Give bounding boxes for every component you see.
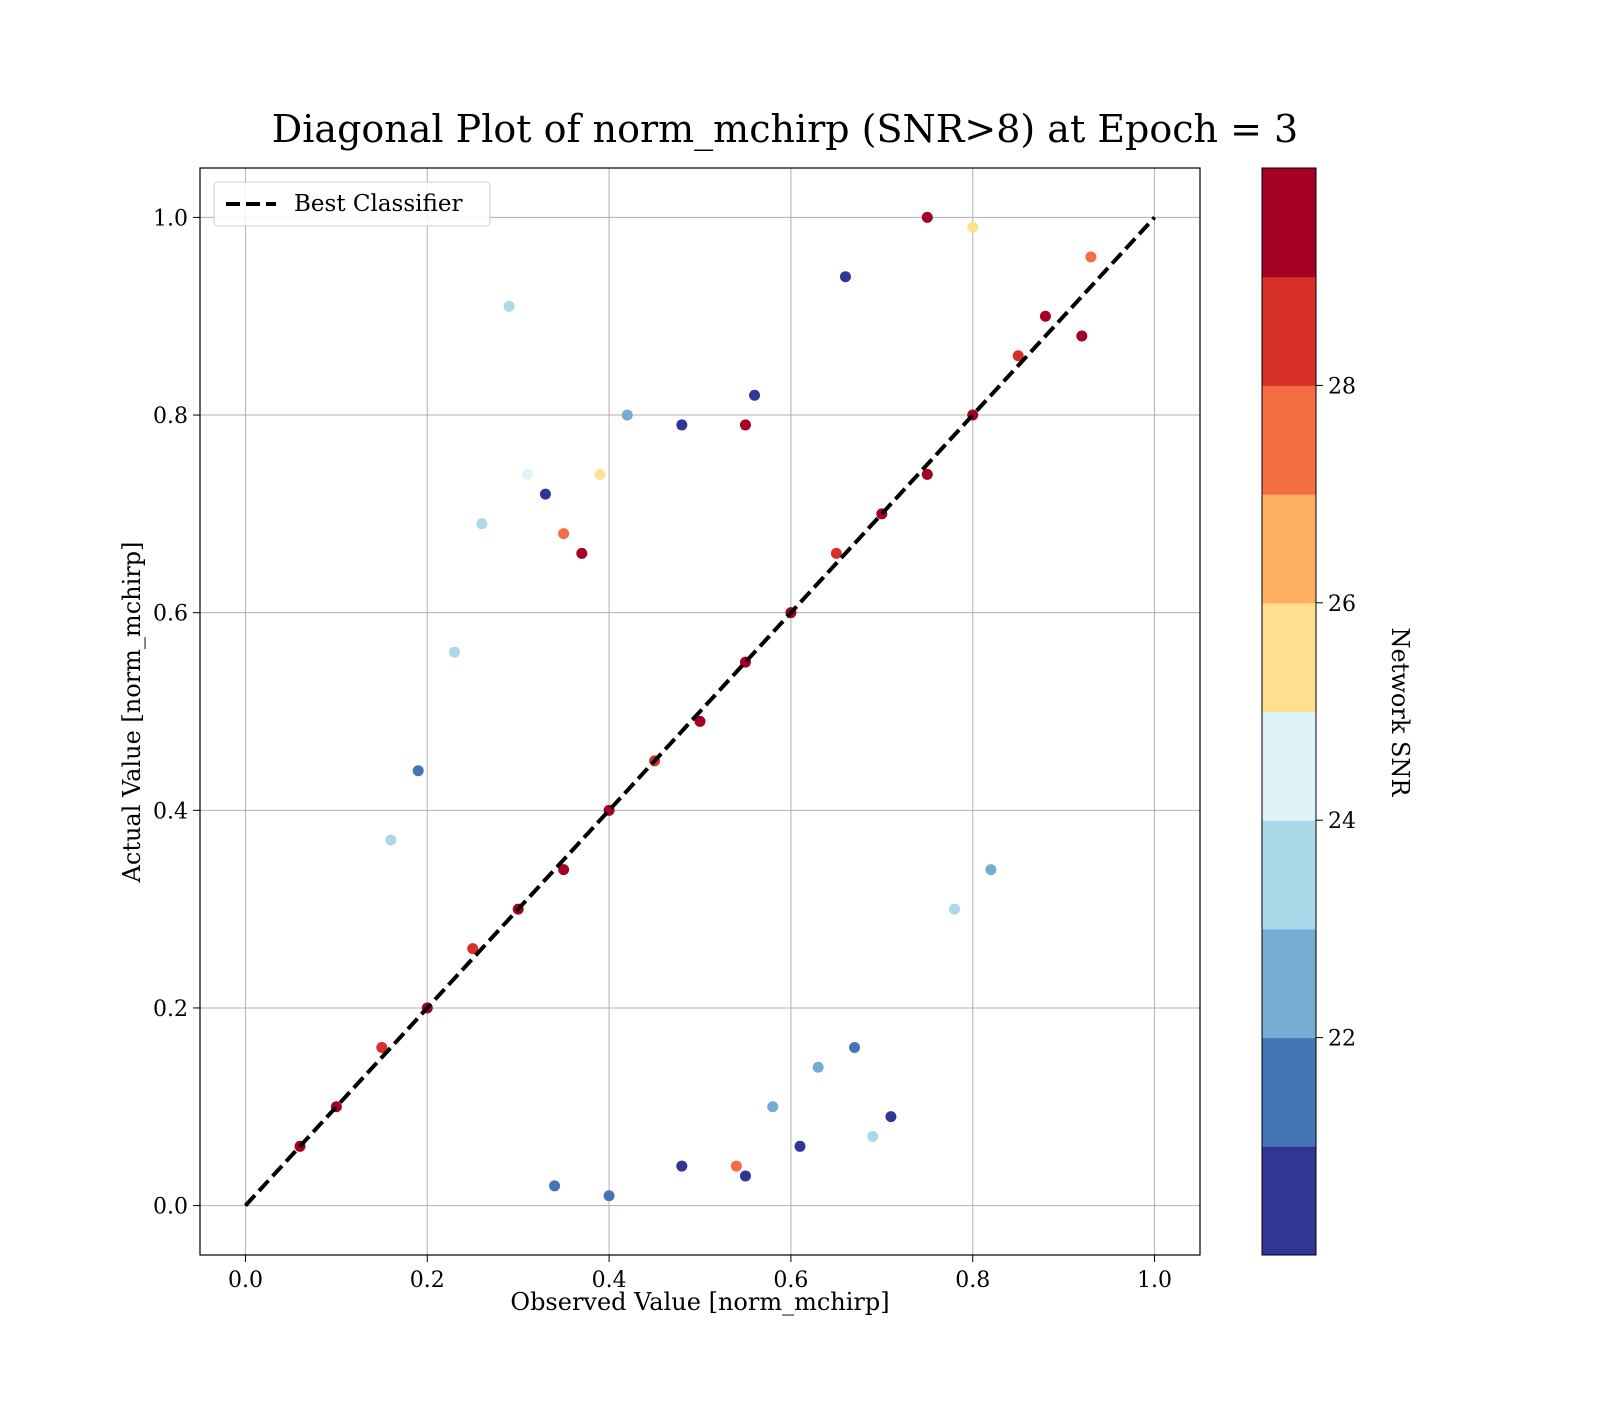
colorbar-frame [1261,167,1317,1256]
x-tick-label: 0.0 [228,1268,263,1293]
plot-frame [199,167,1201,1256]
colorbar-tick-label: 26 [1328,592,1356,617]
data-point [594,468,606,480]
colorbar-segment [1262,711,1316,821]
colorbar-segment [1262,168,1316,278]
data-point [476,518,488,530]
data-point [576,547,588,559]
colorbar-tick-label: 28 [1328,374,1356,399]
chart-title: Diagonal Plot of norm_mchirp (SNR>8) at … [272,107,1298,152]
data-point [949,903,961,915]
data-point [867,1130,879,1142]
data-point [558,528,570,540]
data-point [767,1101,779,1113]
x-tick-label: 0.8 [955,1268,990,1293]
y-tick-label: 0.6 [153,602,188,627]
data-point [1076,330,1088,342]
y-axis-label: Actual Value [norm_mchirp] [118,542,146,884]
colorbar: 22 24 26 28 [1261,167,1356,1256]
colorbar-segment [1262,494,1316,604]
x-axis-label: Observed Value [norm_mchirp] [510,1288,889,1316]
y-tick-label: 0.4 [153,799,188,824]
data-point [967,221,979,233]
data-point [830,547,842,559]
data-point [749,389,761,401]
data-point [521,468,533,480]
data-point [549,1180,561,1192]
y-axis-ticks: 0.0 0.2 0.4 0.6 0.8 1.0 [153,206,200,1220]
legend-box [213,181,491,227]
y-tick-label: 0.0 [153,1195,188,1220]
data-point [603,1190,615,1202]
colorbar-segment [1262,1146,1316,1256]
colorbar-segment [1262,820,1316,930]
colorbar-segment [1262,385,1316,495]
legend-label-best-classifier: Best Classifier [294,191,462,217]
data-point [794,1140,806,1152]
scatter-points [294,211,1097,1202]
data-point [739,1170,751,1182]
y-tick-label: 0.8 [153,404,188,429]
data-point [503,300,515,312]
best-classifier-line [243,216,1157,1207]
data-point [812,1061,824,1073]
data-point [885,1111,897,1123]
data-point [412,765,424,777]
data-point [449,646,461,658]
data-point [985,864,997,876]
data-point [467,943,479,955]
data-point [1012,350,1024,362]
data-point [539,488,551,500]
x-tick-label: 0.6 [773,1268,808,1293]
legend: Best Classifier [213,181,491,227]
best-classifier-diagonal [243,216,1157,1207]
colorbar-segment [1262,928,1316,1039]
x-axis-ticks: 0.0 0.2 0.4 0.6 0.8 1.0 [228,1255,1172,1293]
x-tick-label: 0.4 [592,1268,627,1293]
colorbar-tick-label: 24 [1328,809,1356,834]
x-tick-label: 0.2 [410,1268,445,1293]
y-tick-label: 0.2 [153,997,188,1022]
data-point [739,419,751,431]
colorbar-segment [1262,1037,1316,1147]
data-point [849,1041,861,1053]
data-point [1039,310,1051,322]
data-point [676,1160,688,1172]
data-point [621,409,633,421]
colorbar-label: Network SNR [1386,628,1414,798]
data-point [730,1160,742,1172]
colorbar-segment [1262,276,1316,386]
data-point [558,864,570,876]
x-tick-label: 1.0 [1137,1268,1172,1293]
data-point [376,1041,388,1053]
colorbar-tick-label: 22 [1328,1027,1356,1052]
data-point [921,211,933,223]
data-point [839,271,851,283]
data-point [676,419,688,431]
data-point [1085,251,1097,263]
data-point [921,468,933,480]
y-tick-label: 1.0 [153,206,188,231]
data-point [694,715,706,727]
colorbar-segment [1262,602,1316,712]
data-point [385,834,397,846]
